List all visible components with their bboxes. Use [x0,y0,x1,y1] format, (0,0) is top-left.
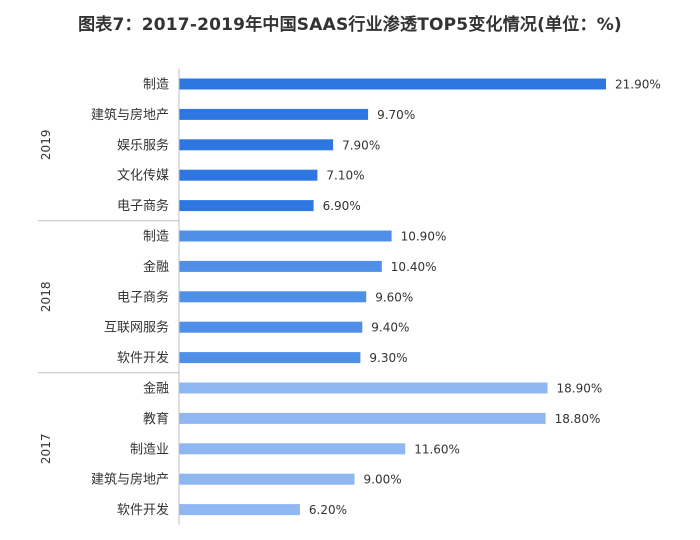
bar-2019-2 [179,139,334,151]
bar-2017-0 [179,382,548,394]
value-label: 11.60% [414,442,460,456]
value-label: 10.90% [401,230,447,244]
category-label: 互联网服务 [104,320,169,336]
category-label: 制造业 [130,442,169,457]
group-label-2017: 2017 [39,434,53,465]
value-label: 21.90% [615,78,661,92]
category-label: 制造 [143,78,169,93]
group-label-2018: 2018 [39,282,53,313]
category-label: 建筑与房地产 [91,107,169,123]
value-label: 9.40% [371,321,409,335]
value-label: 6.90% [323,199,361,213]
category-label: 娱乐服务 [117,137,169,153]
value-label: 10.40% [391,260,437,274]
bar-2017-2 [179,443,406,455]
bar-2018-0 [179,230,392,242]
chart-title: 图表7：2017-2019年中国SAAS行业渗透TOP5变化情况(单位：%) [78,15,622,35]
category-label: 建筑与房地产 [91,472,169,488]
bar-2018-1 [179,260,382,272]
value-label: 18.80% [555,412,601,426]
category-label: 电子商务 [117,198,169,214]
value-label: 9.00% [364,473,402,487]
category-label: 文化传媒 [117,169,169,184]
bar-2019-3 [179,169,318,181]
bar-2018-3 [179,321,363,333]
bar-2017-1 [179,412,546,424]
category-label: 软件开发 [117,502,169,518]
bar-2019-0 [179,78,606,90]
category-label: 教育 [143,411,169,427]
value-label: 6.20% [309,503,347,517]
value-label: 9.70% [377,108,415,122]
bar-2019-1 [179,108,369,120]
category-label: 制造 [143,230,169,245]
value-label: 9.30% [369,351,407,365]
value-label: 18.90% [557,382,603,396]
bar-2017-3 [179,473,355,485]
group-label-2019: 2019 [39,130,53,161]
bar-2019-4 [179,200,314,212]
bar-2018-2 [179,291,367,303]
category-label: 金融 [143,259,169,275]
category-label: 金融 [143,381,169,397]
category-label: 软件开发 [117,350,169,366]
value-label: 9.60% [375,290,413,304]
category-label: 电子商务 [117,289,169,305]
bar-2017-4 [179,504,300,516]
value-label: 7.90% [342,138,380,152]
bar-2018-4 [179,352,361,364]
value-label: 7.10% [326,169,364,183]
